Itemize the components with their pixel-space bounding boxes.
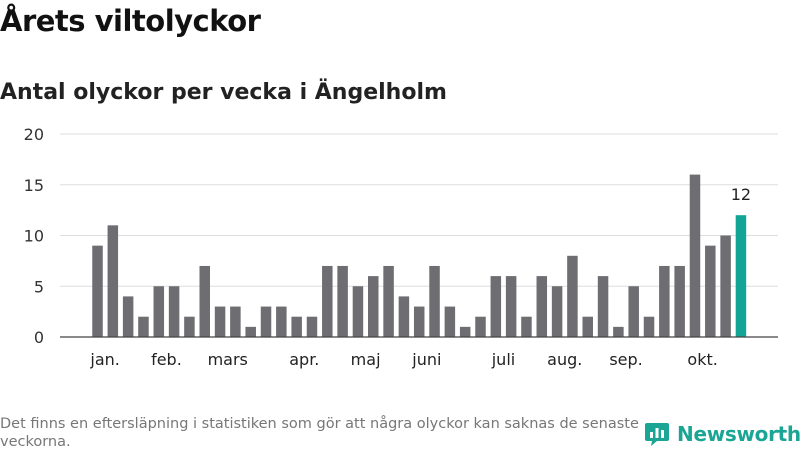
bar bbox=[168, 286, 180, 337]
bar bbox=[245, 326, 256, 337]
x-month-label: juli bbox=[491, 350, 515, 369]
x-month-label: maj bbox=[351, 350, 381, 369]
bar bbox=[705, 245, 716, 337]
bar bbox=[337, 265, 348, 337]
bar bbox=[398, 296, 410, 337]
x-month-label: jan. bbox=[89, 350, 119, 369]
x-month-label: apr. bbox=[289, 350, 319, 369]
bar bbox=[230, 306, 241, 337]
bar-chart: 0 5 10 15 20 12 jan. feb. mars apr. maj juni juli aug… bbox=[24, 125, 778, 369]
bar bbox=[613, 326, 624, 337]
x-month-label: mars bbox=[208, 350, 248, 369]
bar bbox=[276, 306, 287, 337]
y-tick-label: 10 bbox=[24, 227, 44, 246]
highlight-value-label: 12 bbox=[731, 185, 751, 204]
bar bbox=[643, 316, 655, 337]
bar bbox=[184, 316, 195, 337]
y-tick-label: 15 bbox=[24, 176, 44, 195]
x-month-label: sep. bbox=[609, 350, 642, 369]
bar bbox=[122, 296, 134, 337]
x-month-label: okt. bbox=[687, 350, 717, 369]
x-month-label: juni bbox=[411, 350, 441, 369]
bar bbox=[659, 265, 670, 337]
bar bbox=[674, 265, 685, 337]
y-tick-label: 20 bbox=[24, 125, 44, 144]
chart-title: Årets viltolyckor bbox=[0, 4, 261, 38]
bar bbox=[153, 286, 165, 337]
bar bbox=[429, 265, 440, 337]
x-month-label: feb. bbox=[151, 350, 182, 369]
bar bbox=[444, 306, 456, 337]
bar bbox=[536, 276, 548, 337]
bar bbox=[490, 276, 502, 337]
bar bbox=[551, 286, 563, 337]
bar bbox=[214, 306, 226, 337]
bar bbox=[306, 316, 318, 337]
bar bbox=[413, 306, 425, 337]
bar bbox=[628, 286, 639, 337]
bar bbox=[138, 316, 149, 337]
bar bbox=[368, 276, 379, 337]
y-tick-label: 0 bbox=[34, 328, 44, 347]
bar bbox=[291, 316, 302, 337]
footnote: Det finns en eftersläpning i statistiken… bbox=[0, 416, 639, 450]
bar bbox=[459, 326, 471, 337]
bar bbox=[92, 245, 103, 337]
brand-name: Newsworthy bbox=[677, 422, 800, 446]
bar bbox=[521, 316, 532, 337]
bar bbox=[597, 276, 609, 337]
highlighted-bar bbox=[735, 215, 747, 337]
y-tick-label: 5 bbox=[34, 277, 44, 296]
bar bbox=[260, 306, 272, 337]
newsworthy-logo-icon bbox=[645, 423, 669, 446]
bar bbox=[383, 265, 394, 337]
bar bbox=[352, 286, 364, 337]
bar bbox=[567, 255, 578, 337]
bar bbox=[720, 235, 731, 337]
bar bbox=[107, 225, 119, 337]
bar bbox=[322, 265, 333, 337]
bar bbox=[199, 265, 210, 337]
bar bbox=[475, 316, 486, 337]
x-month-label: aug. bbox=[547, 350, 582, 369]
chart-subtitle: Antal olyckor per vecka i Ängelholm bbox=[0, 80, 447, 105]
bar bbox=[505, 276, 517, 337]
bar bbox=[582, 316, 593, 337]
bar bbox=[689, 174, 701, 337]
brand[interactable]: Newsworthy bbox=[645, 420, 800, 448]
